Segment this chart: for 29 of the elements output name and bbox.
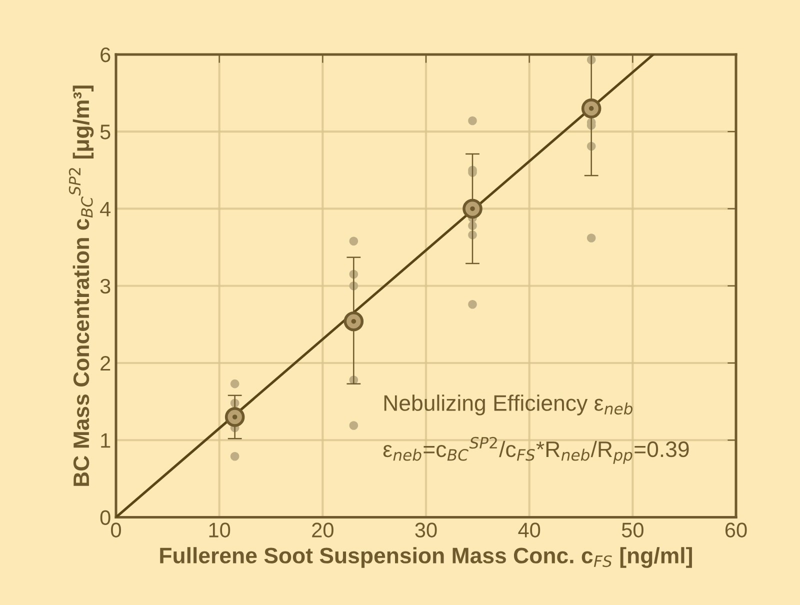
x-tick-label: 60: [725, 522, 747, 538]
point: [349, 236, 358, 246]
x-axis-title: Fullerene Soot Suspension Mass Conc. c$_{FS}$ [ng/ml]: [160, 547, 692, 568]
point: [230, 452, 240, 461]
point: [462, 198, 482, 219]
text: ε$_{neb}$=c$_{BC}$$^{SP2}$/c$_{FS}$*R$_{neb}$/R$_{pp}$=0.39: [383, 436, 689, 464]
x-tick-label: 20: [312, 522, 334, 538]
y-tick-label: 3: [100, 278, 110, 294]
y-tick-label: 6: [100, 47, 110, 62]
x-tick-label: 0: [111, 522, 121, 538]
y-tick-label: 2: [100, 356, 110, 371]
y-tick-label: 1: [101, 433, 110, 448]
x-tick-label: 50: [622, 522, 644, 538]
y-axis-title: BC Mass Concentration c$_{BC}$$^{SP2}$ [μg/m³]: [68, 86, 94, 486]
annotation: Nebulizing Efficiency ε$_{neb}$: [384, 394, 632, 416]
point: [224, 407, 245, 427]
point: [344, 311, 364, 332]
point: [468, 116, 477, 126]
point: [586, 234, 596, 242]
x-tick-label: 40: [518, 522, 540, 538]
point: [468, 300, 477, 309]
point: [230, 379, 240, 388]
x-tick-label: 30: [415, 522, 437, 538]
point: [581, 98, 602, 118]
x-tick-label: 10: [209, 522, 230, 538]
point: [349, 421, 358, 430]
y-tick-label: 5: [100, 124, 110, 140]
y-tick-label: 4: [100, 202, 111, 216]
y-tick-label: 0: [100, 510, 110, 526]
